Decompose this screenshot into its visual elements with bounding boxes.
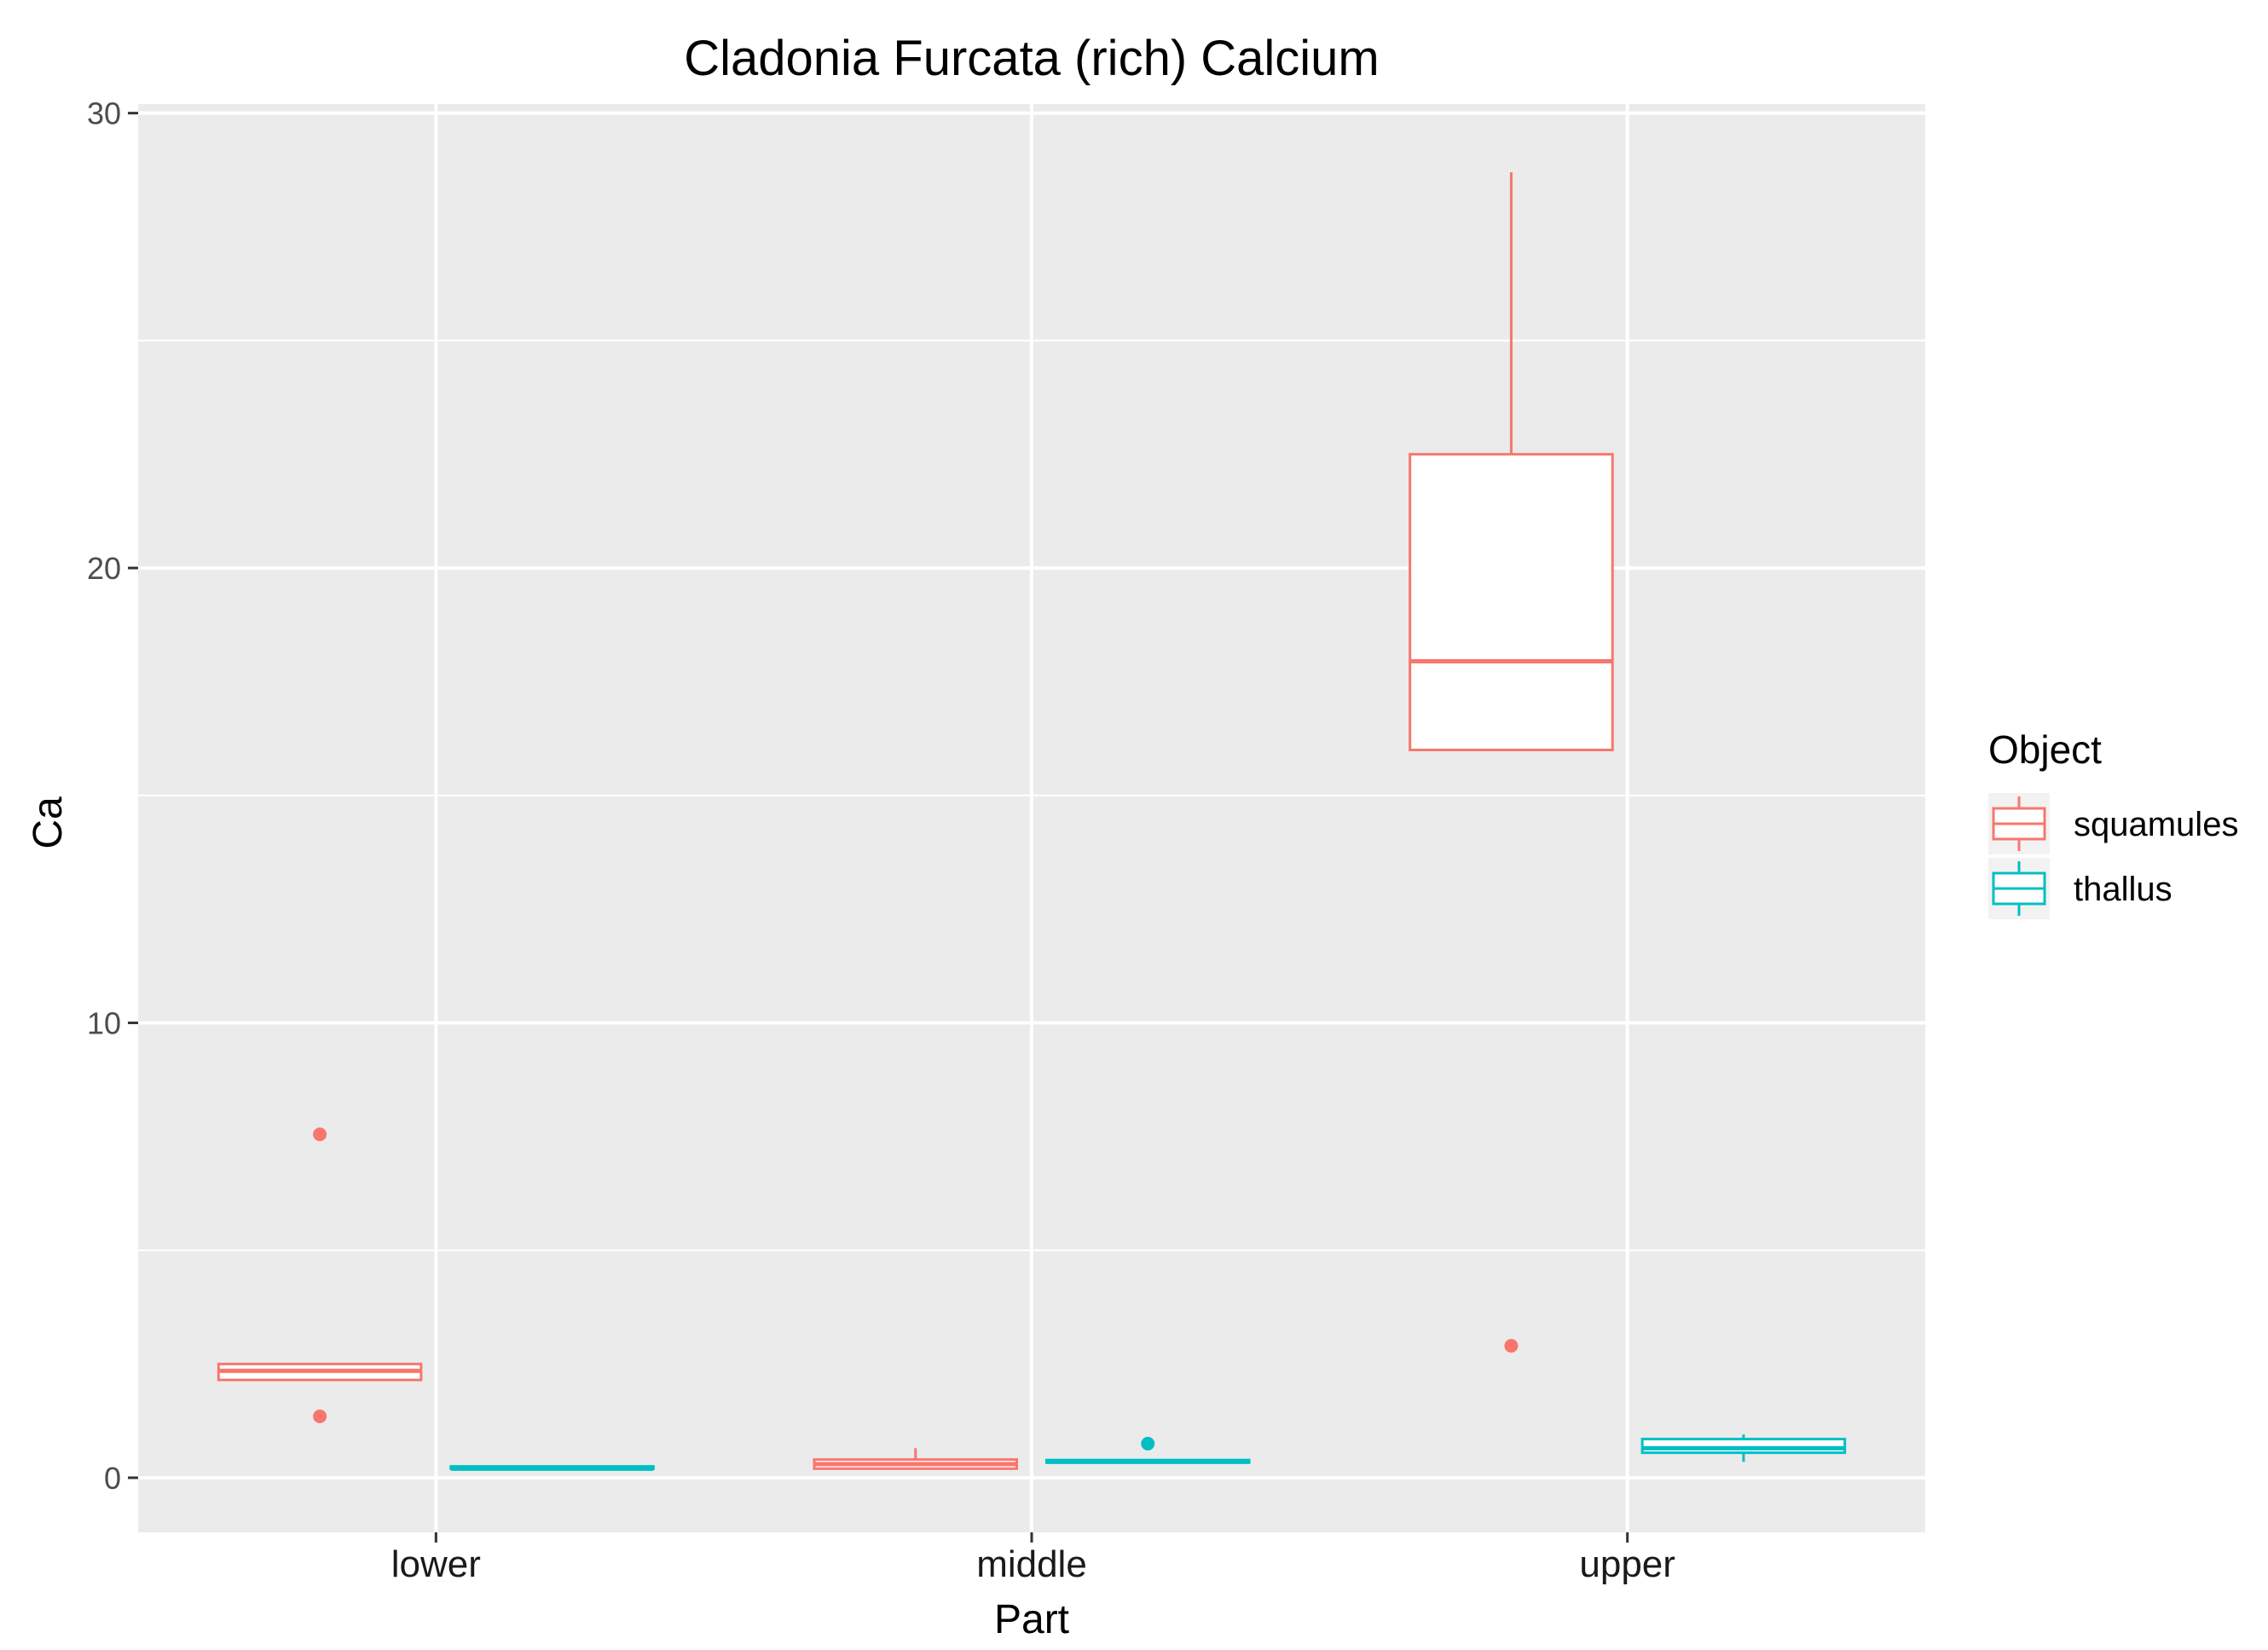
legend-label: thallus <box>2074 871 2173 908</box>
outlier-point <box>313 1409 327 1423</box>
box-squamules-upper <box>1409 172 1614 1353</box>
legend-title: Object <box>1988 727 2102 772</box>
box-squamules-lower <box>217 1127 423 1423</box>
box-layer <box>217 172 1847 1471</box>
y-tick-label: 10 <box>87 1006 121 1041</box>
chart-title: Cladonia Furcata (rich) Calcium <box>684 31 1379 86</box>
legend: Object squamules thallus <box>1988 727 2238 919</box>
axis-layer: 0 10 20 30 lower middle upper <box>87 96 1675 1585</box>
y-tick-label: 20 <box>87 551 121 586</box>
y-axis-title: Ca <box>26 796 71 849</box>
outlier-point <box>1504 1339 1519 1353</box>
outlier-point <box>313 1127 327 1142</box>
legend-label: squamules <box>2074 806 2238 843</box>
legend-item-thallus: thallus <box>1988 858 2173 919</box>
y-tick-label: 0 <box>104 1461 121 1496</box>
outlier-point <box>1141 1436 1155 1450</box>
plot-panel <box>138 104 1925 1532</box>
x-axis-title: Part <box>994 1597 1069 1642</box>
box-squamules-middle <box>813 1448 1019 1470</box>
x-tick-label: upper <box>1579 1543 1675 1585</box>
box-body <box>1640 1438 1847 1455</box>
x-tick-label: middle <box>976 1543 1087 1585</box>
legend-item-squamules: squamules <box>1988 793 2238 854</box>
x-tick-label: lower <box>391 1543 481 1585</box>
box-thallus-lower <box>449 1465 655 1471</box>
box-thallus-middle <box>1044 1436 1251 1464</box>
y-tick-label: 30 <box>87 96 121 131</box>
box-thallus-upper <box>1640 1434 1847 1462</box>
box-body <box>1409 453 1614 751</box>
